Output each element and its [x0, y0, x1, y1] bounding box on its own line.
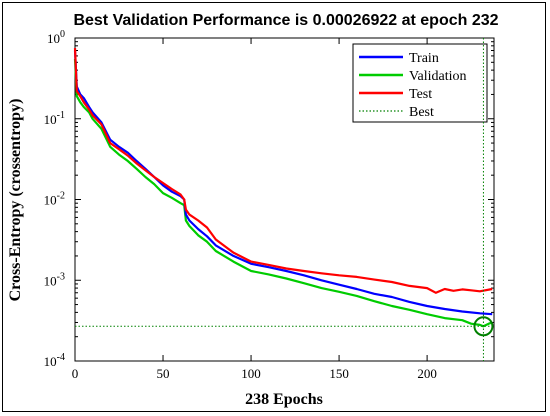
- y-tick-label-base: 10: [47, 31, 60, 46]
- y-tick-label-base: 10: [44, 354, 57, 369]
- y-tick-label-base: 10: [44, 273, 57, 288]
- y-tick-label-exponent: -2: [57, 191, 65, 202]
- series-line-test: [73, 48, 493, 294]
- chart-title: Best Validation Performance is 0.0002692…: [73, 12, 498, 29]
- x-axis-ticks: 0 50 100 150 200: [72, 38, 437, 381]
- y-tick-label: 10-3: [44, 271, 65, 288]
- y-tick-label-exponent: -1: [57, 110, 65, 121]
- y-axis-label: Cross-Entropy (crossentropy): [7, 99, 24, 302]
- x-tick-label: 100: [241, 366, 261, 381]
- x-axis-label: 238 Epochs: [245, 391, 323, 408]
- legend-label-best: Best: [409, 105, 434, 120]
- legend: Train Validation Test Best: [352, 43, 488, 123]
- y-tick-label-base: 10: [44, 193, 57, 208]
- y-tick-label: 100: [47, 29, 65, 46]
- x-tick-label: 200: [417, 366, 437, 381]
- y-tick-label: 10-2: [44, 191, 65, 208]
- y-tick-label-exponent: 0: [60, 29, 65, 40]
- legend-label-validation: Validation: [409, 69, 467, 84]
- legend-label-train: Train: [409, 51, 439, 66]
- y-tick-label-exponent: -3: [57, 271, 65, 282]
- series-line-validation: [73, 58, 493, 328]
- best-marker-layer: [75, 38, 494, 361]
- x-tick-label: 150: [329, 366, 349, 381]
- x-tick-label: 50: [157, 366, 170, 381]
- series-layer: [73, 48, 493, 328]
- y-tick-label-base: 10: [44, 112, 57, 127]
- legend-label-test: Test: [409, 87, 432, 102]
- x-tick-label: 0: [72, 366, 79, 381]
- best-point-marker: [473, 316, 494, 337]
- y-tick-label: 10-1: [44, 110, 65, 127]
- y-tick-label-exponent: -4: [57, 352, 65, 363]
- y-tick-label: 10-4: [44, 352, 65, 369]
